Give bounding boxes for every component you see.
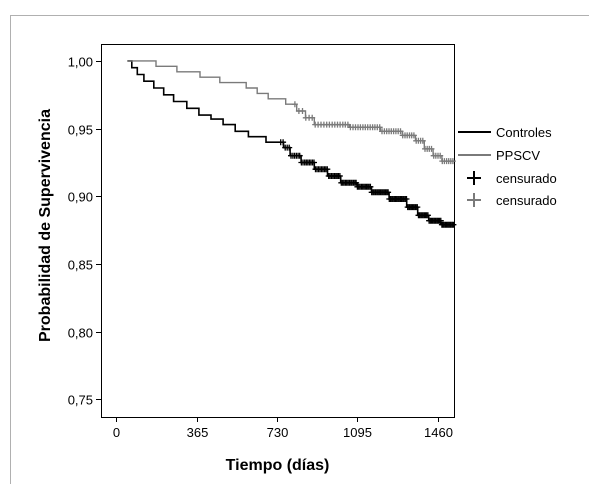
y-axis-label: Probabilidad de Supervivencia: [37, 109, 54, 342]
legend-label: censurado: [496, 171, 557, 186]
censor-mark: [280, 139, 287, 146]
x-tick-label: 0: [113, 425, 120, 440]
censor-mark: [410, 132, 417, 139]
censor-mark: [428, 145, 435, 152]
y-axis: 0,75 0,80 0,85 0,90 0,95 1,00: [68, 55, 101, 408]
censor-marks-ppscv: [291, 101, 456, 165]
y-tick-label: 0,80: [68, 326, 93, 341]
censor-mark: [309, 114, 316, 121]
censor-mark: [367, 183, 374, 190]
censor-mark: [437, 217, 444, 224]
censor-mark: [449, 158, 456, 165]
censor-mark: [291, 101, 298, 108]
series-layer: [127, 60, 457, 228]
legend-label: PPSCV: [496, 148, 540, 163]
censor-mark: [324, 166, 331, 173]
censor-mark: [424, 212, 431, 219]
censor-mark: [397, 128, 404, 135]
censor-mark: [385, 189, 392, 196]
censor-mark: [296, 152, 303, 159]
x-tick-label: 1460: [424, 425, 453, 440]
censor-mark: [419, 137, 426, 144]
series-line-ppscv: [127, 60, 454, 162]
censor-mark: [286, 144, 293, 151]
legend-censor-ppscv: [467, 193, 481, 207]
censor-mark: [403, 196, 410, 202]
y-tick-label: 0,95: [68, 123, 93, 138]
x-tick-label: 365: [187, 425, 209, 440]
y-tick-label: 0,75: [68, 393, 93, 408]
y-tick-label: 0,85: [68, 258, 93, 273]
y-tick-label: 0,90: [68, 190, 93, 205]
censor-mark: [353, 179, 360, 186]
censor-marks-controles: [277, 139, 457, 228]
censor-mark: [376, 124, 383, 131]
y-tick-label: 1,00: [68, 55, 93, 70]
x-axis: 0 365 730 1095 1460: [113, 417, 453, 440]
censor-mark: [450, 221, 457, 228]
censor-mark: [311, 159, 317, 166]
plot-area: [101, 44, 455, 418]
x-tick-label: 730: [267, 425, 289, 440]
legend-label: Controles: [496, 125, 552, 140]
censor-mark: [336, 173, 343, 179]
legend-censor-controles: [467, 171, 481, 185]
legend-label: censurado: [496, 193, 557, 208]
censor-mark: [437, 152, 444, 159]
x-tick-label: 1095: [343, 425, 372, 440]
censor-mark: [414, 204, 421, 211]
censor-mark: [299, 108, 306, 114]
legend: Controles PPSCV censurado censurado: [458, 125, 557, 208]
x-axis-label: Tiempo (días): [226, 457, 330, 474]
